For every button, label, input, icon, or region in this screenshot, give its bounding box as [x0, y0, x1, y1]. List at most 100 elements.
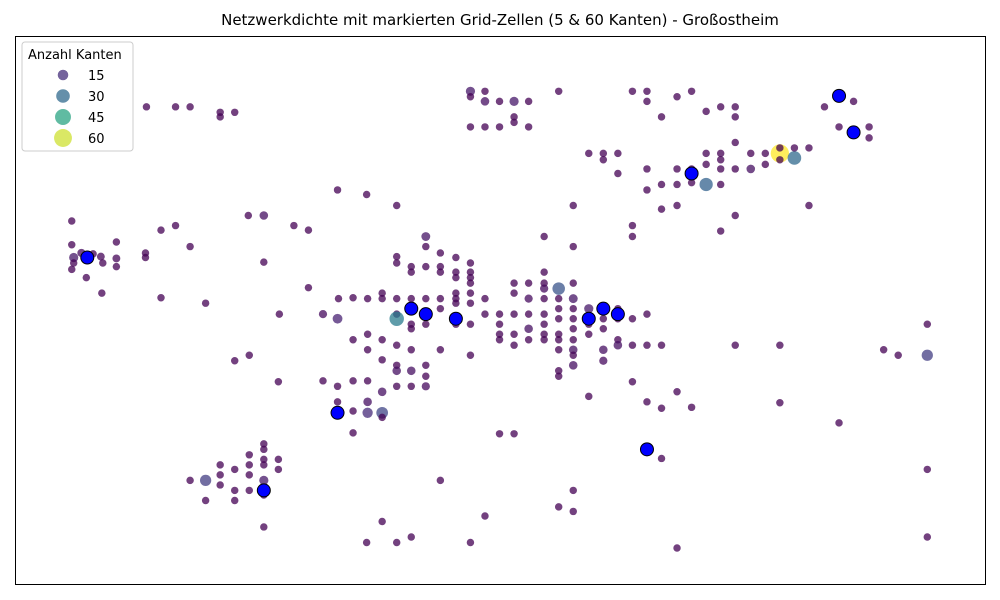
- density-point: [657, 454, 666, 463]
- density-point: [378, 517, 386, 526]
- density-point: [157, 226, 165, 234]
- density-point: [392, 538, 401, 547]
- density-point: [245, 351, 253, 359]
- density-point: [643, 341, 651, 349]
- density-point: [865, 123, 873, 131]
- density-point: [216, 471, 224, 479]
- legend-label: 60: [88, 132, 105, 147]
- density-point: [569, 351, 577, 359]
- density-point: [673, 165, 681, 173]
- density-point: [628, 232, 637, 241]
- density-point: [923, 533, 932, 541]
- density-point: [260, 461, 268, 469]
- density-point: [628, 221, 637, 230]
- density-point: [554, 503, 563, 511]
- density-point: [171, 103, 180, 111]
- density-point: [510, 330, 518, 338]
- density-point: [657, 180, 666, 189]
- density-point: [245, 471, 253, 479]
- legend-label: 15: [88, 69, 105, 84]
- density-point: [82, 273, 91, 282]
- density-point: [510, 118, 518, 127]
- density-point: [510, 341, 518, 349]
- density-point: [495, 123, 504, 131]
- density-point: [747, 149, 755, 158]
- density-point: [657, 113, 666, 121]
- density-point: [716, 165, 725, 173]
- density-point: [99, 259, 107, 267]
- density-point: [452, 253, 460, 262]
- density-point: [466, 273, 475, 282]
- density-point: [98, 289, 106, 297]
- density-point: [318, 310, 328, 319]
- density-point: [731, 341, 739, 349]
- density-point: [569, 279, 577, 287]
- density-point: [349, 336, 357, 344]
- plot-frame: [15, 36, 986, 585]
- density-point: [585, 149, 593, 158]
- density-point: [643, 310, 651, 318]
- density-point: [392, 294, 401, 303]
- density-point: [186, 476, 194, 485]
- density-point: [628, 378, 637, 386]
- density-point: [436, 249, 445, 257]
- density-point: [245, 461, 253, 469]
- density-point: [731, 138, 739, 147]
- density-point: [585, 330, 593, 338]
- density-point: [510, 279, 518, 287]
- highlighted-cell-marker: [610, 307, 625, 322]
- density-point: [776, 341, 784, 349]
- density-point: [761, 149, 770, 158]
- density-point: [260, 445, 268, 454]
- highlighted-cell-marker: [684, 166, 699, 181]
- density-point: [260, 258, 268, 266]
- density-point: [687, 178, 696, 187]
- density-point: [363, 377, 372, 385]
- density-point: [568, 294, 578, 304]
- legend-label: 45: [88, 111, 105, 126]
- density-point: [392, 201, 401, 210]
- density-point: [68, 217, 76, 225]
- density-point: [657, 205, 666, 213]
- density-points-layer: [68, 86, 933, 552]
- density-point: [614, 169, 622, 178]
- density-point: [569, 304, 577, 313]
- density-point: [554, 372, 563, 380]
- density-point: [466, 268, 475, 276]
- density-point: [259, 211, 269, 220]
- density-point: [260, 455, 268, 464]
- density-point: [687, 87, 696, 96]
- density-point: [260, 523, 268, 531]
- density-point: [481, 294, 489, 303]
- density-point: [569, 486, 577, 495]
- density-point: [599, 345, 608, 355]
- density-point: [702, 160, 710, 169]
- highlighted-cell-marker: [404, 301, 419, 316]
- density-point: [466, 299, 475, 307]
- density-point: [673, 180, 681, 189]
- density-point: [436, 294, 445, 303]
- density-point: [466, 123, 475, 131]
- density-point: [599, 314, 608, 323]
- density-point: [421, 232, 431, 241]
- density-point: [407, 294, 415, 303]
- density-point: [524, 123, 533, 131]
- density-point: [554, 304, 563, 313]
- density-point: [363, 330, 372, 338]
- highlighted-cell-marker: [846, 125, 861, 140]
- density-point: [466, 320, 475, 328]
- density-point: [481, 123, 489, 131]
- density-point: [407, 268, 415, 276]
- density-point: [657, 404, 666, 412]
- density-point: [245, 451, 253, 459]
- density-point: [436, 262, 445, 271]
- density-point: [657, 341, 666, 349]
- density-point: [673, 93, 681, 101]
- density-point: [466, 538, 475, 547]
- density-point: [363, 397, 372, 407]
- density-point: [524, 294, 533, 303]
- density-point: [702, 107, 710, 116]
- legend-marker: [57, 69, 69, 81]
- density-point: [421, 382, 430, 391]
- density-point: [865, 134, 873, 142]
